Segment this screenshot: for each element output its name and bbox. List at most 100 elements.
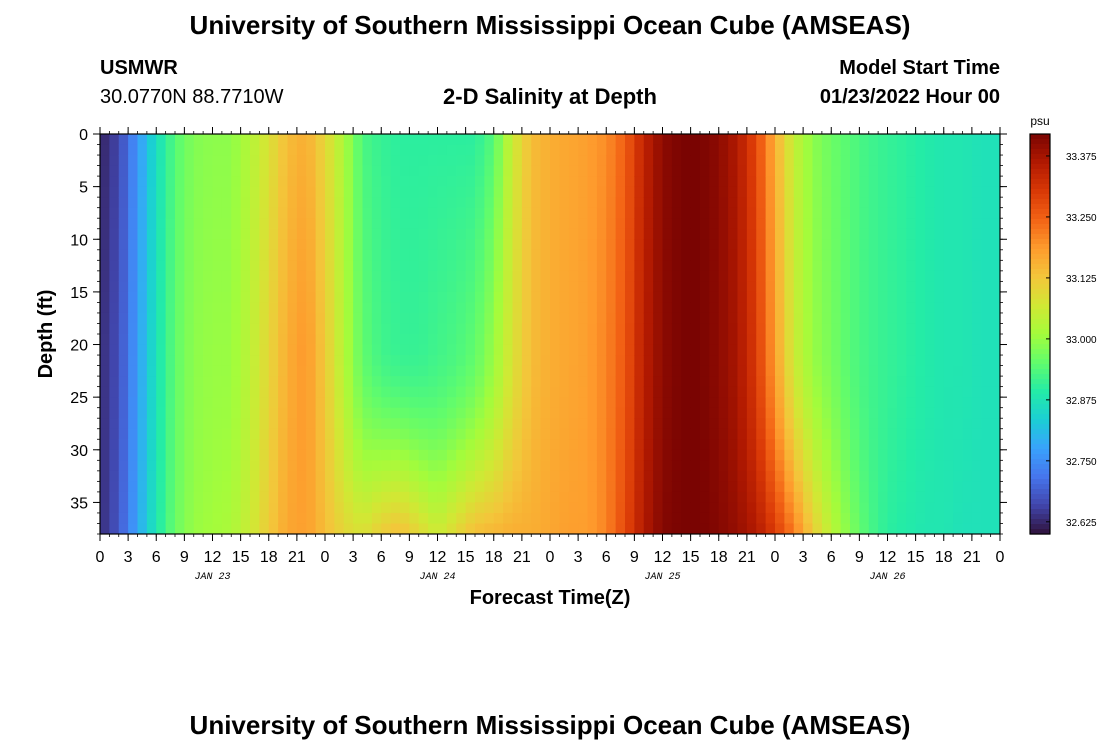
heatmap-cell — [615, 502, 626, 514]
heatmap-cell — [850, 386, 860, 398]
heatmap-cell — [259, 502, 270, 514]
heatmap-cell — [334, 197, 345, 209]
heatmap-cell — [643, 249, 654, 261]
heatmap-cell — [409, 312, 420, 325]
heatmap-cell — [428, 428, 439, 440]
heatmap-cell — [606, 376, 617, 388]
heatmap-cell — [428, 144, 439, 156]
heatmap-cell — [343, 376, 354, 388]
heatmap-cell — [971, 176, 982, 188]
heatmap-cell — [606, 365, 617, 377]
heatmap-cell — [334, 207, 345, 219]
heatmap-cell — [371, 334, 382, 346]
heatmap-cell — [315, 470, 326, 482]
heatmap-cell — [315, 281, 326, 293]
heatmap-cell — [728, 302, 739, 314]
heatmap-cell — [390, 512, 401, 525]
heatmap-cell — [381, 460, 392, 472]
heatmap-cell — [156, 186, 167, 198]
heatmap-cell — [943, 176, 954, 188]
heatmap-cell — [118, 418, 129, 430]
page-title: University of Southern Mississippi Ocean… — [189, 10, 911, 40]
heatmap-cell — [737, 376, 748, 388]
heatmap-cell — [671, 418, 682, 430]
heatmap-cell — [596, 365, 607, 377]
heatmap-cell — [943, 376, 954, 388]
heatmap-cell — [990, 481, 1000, 493]
heatmap-cell — [850, 207, 860, 219]
heatmap-cell — [231, 470, 242, 482]
heatmap-cell — [718, 323, 729, 335]
heatmap-cell — [240, 218, 251, 230]
heatmap-cell — [943, 155, 954, 167]
heatmap-cell — [606, 502, 617, 514]
heatmap-cell — [671, 197, 682, 209]
heatmap-cell — [690, 249, 701, 261]
heatmap-cell — [184, 281, 195, 293]
heatmap-cell — [503, 302, 514, 314]
heatmap-cell — [568, 165, 579, 177]
heatmap-cell — [484, 218, 495, 230]
heatmap-cell — [137, 281, 148, 293]
heatmap-cell — [934, 239, 945, 251]
heatmap-cell — [428, 197, 439, 209]
heatmap-cell — [906, 249, 917, 261]
heatmap-cell — [165, 365, 176, 377]
heatmap-cell — [100, 270, 110, 282]
heatmap-cell — [550, 428, 560, 440]
heatmap-cell — [193, 186, 204, 198]
heatmap-cell — [615, 418, 626, 430]
heatmap-cell — [756, 312, 767, 325]
heatmap-cell — [643, 449, 654, 461]
heatmap-cell — [371, 176, 382, 188]
heatmap-cell — [512, 376, 523, 388]
heatmap-cell — [428, 249, 439, 261]
heatmap-cell — [221, 512, 232, 525]
heatmap-cell — [325, 502, 335, 514]
heatmap-cell — [934, 270, 945, 282]
heatmap-cell — [671, 523, 682, 534]
heatmap-cell — [437, 365, 448, 377]
heatmap-cell — [250, 207, 260, 219]
heatmap-cell — [606, 270, 617, 282]
heatmap-cell — [240, 449, 251, 461]
heatmap-cell — [109, 249, 120, 261]
heatmap-cell — [259, 376, 270, 388]
heatmap-cell — [671, 428, 682, 440]
heatmap-cell — [878, 397, 889, 409]
heatmap-cell — [137, 376, 148, 388]
heatmap-cell — [690, 155, 701, 167]
heatmap-cell — [812, 302, 823, 314]
heatmap-cell — [531, 260, 542, 272]
heatmap-cell — [671, 228, 682, 240]
heatmap-cell — [484, 344, 495, 356]
heatmap-cell — [268, 365, 279, 377]
heatmap-cell — [671, 470, 682, 482]
heatmap-cell — [831, 491, 842, 504]
heatmap-cell — [840, 344, 851, 356]
heatmap-cell — [184, 481, 195, 493]
heatmap-cell — [559, 502, 570, 514]
x-tick-label: 3 — [799, 549, 808, 566]
heatmap-cell — [653, 481, 664, 493]
heatmap-cell — [446, 165, 457, 177]
heatmap-cell — [315, 355, 326, 367]
heatmap-cell — [803, 176, 814, 188]
heatmap-cell — [221, 239, 232, 251]
heatmap-cell — [109, 186, 120, 198]
heatmap-cell — [175, 155, 185, 167]
heatmap-cell — [193, 312, 204, 325]
heatmap-cell — [953, 355, 964, 367]
heatmap-cell — [203, 397, 214, 409]
heatmap-cell — [934, 207, 945, 219]
colorbar-segment — [1030, 284, 1050, 290]
heatmap-cell — [793, 186, 804, 198]
heatmap-cell — [137, 397, 148, 409]
heatmap-cell — [643, 334, 654, 346]
heatmap-cell — [521, 407, 532, 419]
heatmap-cell — [812, 344, 823, 356]
heatmap-cell — [221, 439, 232, 451]
heatmap-cell — [953, 228, 964, 240]
heatmap-cell — [521, 134, 532, 146]
heatmap-cell — [231, 228, 242, 240]
